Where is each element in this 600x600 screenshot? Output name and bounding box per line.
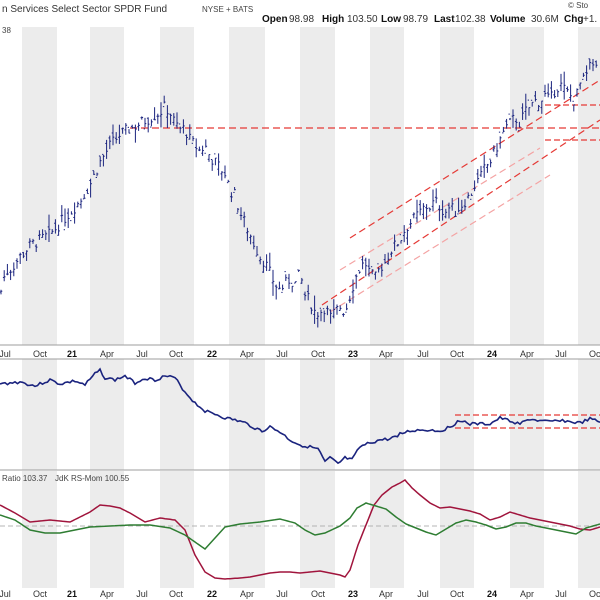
rs-legend-mom: JdK RS-Mom 100.55 <box>55 474 130 483</box>
channel-outer-lower <box>329 174 551 313</box>
band-6 <box>440 27 474 345</box>
last-value: 102.38 <box>455 14 486 25</box>
band-4 <box>300 27 335 345</box>
rs-x-tick-label: Jul <box>417 589 429 599</box>
x-tick-label: Oct <box>589 349 600 359</box>
band-3 <box>229 27 265 345</box>
band-0 <box>22 27 57 345</box>
channel-outer-mid <box>339 147 541 271</box>
band-1 <box>90 471 124 588</box>
x-tick-label: Jul <box>136 349 148 359</box>
band-5 <box>370 27 404 345</box>
band-4 <box>300 471 335 588</box>
rs-x-tick-label: Oct <box>589 589 600 599</box>
rs-x-tick-label: Jul <box>0 589 11 599</box>
watermark: © Sto <box>568 1 589 10</box>
x-tick-label: Oct <box>450 349 465 359</box>
band-2 <box>160 471 194 588</box>
rs-x-tick-label: Apr <box>379 589 393 599</box>
ratio-annotations <box>455 414 600 429</box>
rs-x-tick-label: Jul <box>555 589 567 599</box>
low-label: Low <box>381 14 401 25</box>
ratio-panel <box>0 358 600 471</box>
rs-x-tick-label: Apr <box>520 589 534 599</box>
trend-lines <box>130 79 600 313</box>
corner-value: 38 <box>2 26 11 35</box>
chg-value: +1. <box>583 14 597 25</box>
chg-label: Chg <box>564 14 583 25</box>
band-4 <box>300 359 335 470</box>
high-value: 103.50 <box>347 14 378 25</box>
x-tick-label: 24 <box>487 349 497 359</box>
rs-x-tick-label: Apr <box>100 589 114 599</box>
rs-bands <box>22 471 600 588</box>
rs-x-tick-label: 23 <box>348 589 358 599</box>
volume-value: 30.6M <box>531 14 559 25</box>
open-label: Open <box>262 14 288 25</box>
rs-panel: Ratio 103.37 JdK RS-Mom 100.55 Jul Oct 21 A… <box>0 471 600 599</box>
rs-x-tick-label: Apr <box>240 589 254 599</box>
x-tick-label: Apr <box>379 349 393 359</box>
x-tick-label: Apr <box>520 349 534 359</box>
x-tick-label: Apr <box>240 349 254 359</box>
price-panel: 38 © Sto Jul Oct 21 Apr Jul Oct 22 Apr Jul Oct 23 A… <box>0 1 600 359</box>
band-2 <box>160 359 194 470</box>
channel-lower <box>321 119 600 306</box>
rs-x-tick-label: Oct <box>311 589 326 599</box>
band-0 <box>22 359 57 470</box>
rs-x-tick-label: Oct <box>450 589 465 599</box>
rs-mom-line <box>0 502 600 550</box>
band-3 <box>229 359 265 470</box>
rs-legend: Ratio 103.37 JdK RS-Mom 100.55 <box>2 474 130 483</box>
rs-x-tick-label: Jul <box>276 589 288 599</box>
x-tick-label: Jul <box>0 349 11 359</box>
x-tick-label: Jul <box>276 349 288 359</box>
band-0 <box>22 471 57 588</box>
header: n Services Select Sector SPDR Fund NYSE … <box>2 4 597 25</box>
fund-title: n Services Select Sector SPDR Fund <box>2 4 167 15</box>
band-7 <box>510 27 544 345</box>
low-value: 98.79 <box>403 14 428 25</box>
x-tick-label: Jul <box>417 349 429 359</box>
exchange-label: NYSE + BATS <box>202 5 253 14</box>
band-5 <box>370 471 404 588</box>
x-tick-label: Jul <box>555 349 567 359</box>
x-tick-label: 21 <box>67 349 77 359</box>
band-8 <box>578 359 600 470</box>
band-5 <box>370 359 404 470</box>
rs-x-tick-label: Oct <box>169 589 184 599</box>
x-tick-label: 22 <box>207 349 217 359</box>
band-3 <box>229 471 265 588</box>
band-1 <box>90 359 124 470</box>
rs-x-tick-label: 22 <box>207 589 217 599</box>
volume-label: Volume <box>490 14 526 25</box>
rs-x-tick-label: 21 <box>67 589 77 599</box>
x-tick-label: Oct <box>311 349 326 359</box>
band-2 <box>160 27 194 345</box>
last-label: Last <box>434 14 455 25</box>
open-value: 98.98 <box>289 14 314 25</box>
band-7 <box>510 471 544 588</box>
band-8 <box>578 27 600 345</box>
x-tick-label: Oct <box>169 349 184 359</box>
price-bands <box>22 27 600 345</box>
rs-ratio-line <box>0 479 600 580</box>
rs-x-tick-label: Oct <box>33 589 48 599</box>
rs-x-tick-label: 24 <box>487 589 497 599</box>
channel-upper <box>349 79 600 239</box>
x-tick-label: Oct <box>33 349 48 359</box>
price-bars <box>0 58 598 328</box>
rs-x-tick-label: Jul <box>136 589 148 599</box>
x-axis-ticks: Jul Oct 21 Apr Jul Oct 22 Apr Jul Oct 23 Apr Jul Oct 2… <box>0 349 600 359</box>
high-label: High <box>322 14 344 25</box>
x-tick-label: 23 <box>348 349 358 359</box>
band-1 <box>90 27 124 345</box>
x-tick-label: Apr <box>100 349 114 359</box>
rs-legend-ratio: Ratio 103.37 <box>2 474 48 483</box>
ratio-series-line <box>0 367 600 465</box>
rs-x-axis-ticks: Jul Oct 21 Apr Jul Oct 22 Apr Jul Oct 23 Apr Jul Oct 2… <box>0 589 600 599</box>
